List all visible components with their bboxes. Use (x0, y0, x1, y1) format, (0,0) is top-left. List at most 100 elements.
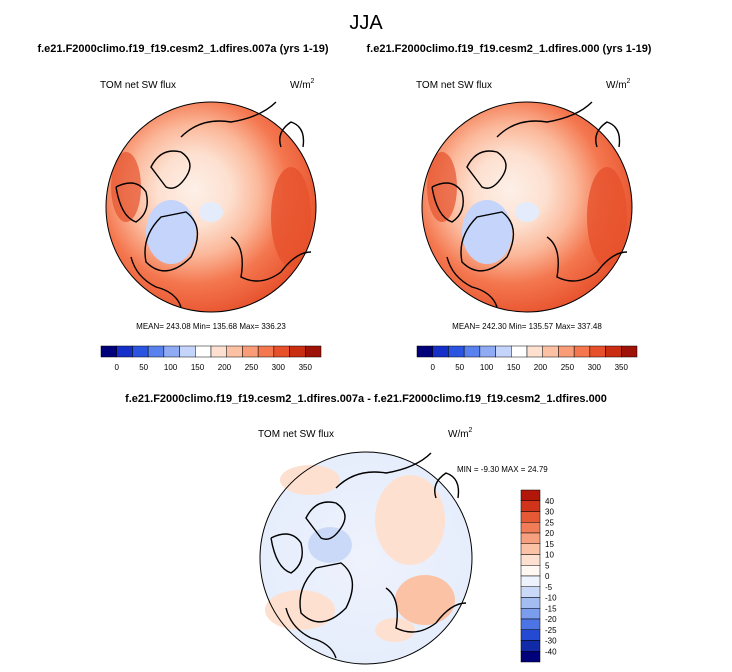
colorbar-box (520, 522, 541, 534)
panel-left-label: TOM net SW flux (416, 80, 492, 91)
colorbar-label: -30 (545, 637, 557, 646)
units: W/m (290, 80, 311, 91)
colorbar-box (520, 618, 541, 630)
colorbar-box (520, 651, 541, 663)
colorbar-box (210, 345, 227, 358)
colorbar-box (100, 345, 117, 358)
difference-units: W/m2 (448, 427, 473, 440)
colorbar-label: 100 (164, 363, 178, 372)
colorbar-box (520, 511, 541, 523)
colorbar-box (573, 345, 591, 358)
colorbar-box (520, 586, 541, 598)
colorbar-box (463, 345, 481, 358)
colorbar-label: 40 (545, 497, 554, 506)
ice-region (146, 200, 196, 264)
colorbar-label: -10 (545, 594, 557, 603)
colorbar-label: 300 (588, 363, 602, 372)
colorbar-box (520, 543, 541, 555)
colorbar-label: 25 (545, 518, 554, 527)
map-border (421, 101, 633, 313)
colorbar-label: 50 (455, 363, 464, 372)
colorbar-label: -20 (545, 615, 557, 624)
panel-subtitle: f.e21.F2000climo.f19_f19.cesm2_1.dfires.… (367, 43, 652, 55)
colorbar-box (273, 345, 290, 358)
colorbar-label: 0 (430, 363, 435, 372)
warm-region (427, 152, 457, 222)
colorbar-label: 200 (534, 363, 548, 372)
colorbar-label: 15 (545, 540, 554, 549)
colorbar-box (520, 629, 541, 641)
panel-units: W/m2 (290, 78, 315, 91)
colorbar-box (257, 345, 275, 358)
colorbar-box (479, 345, 496, 358)
colorbar-label: -5 (545, 583, 553, 592)
figure-title: JJA (349, 12, 383, 34)
panel: f.e21.F2000climo.f19_f19.cesm2_1.dfires.… (37, 43, 328, 372)
colorbar-label: 200 (218, 363, 232, 372)
difference-title: f.e21.F2000climo.f19_f19.cesm2_1.dfires.… (125, 393, 607, 405)
colorbar-label: 5 (545, 561, 550, 570)
colorbar-box (195, 345, 212, 358)
panel: f.e21.F2000climo.f19_f19.cesm2_1.dfires.… (367, 43, 652, 372)
ice-region (199, 202, 223, 222)
colorbar-label: 350 (299, 363, 313, 372)
colorbar-box (242, 345, 259, 358)
panel-left-label: TOM net SW flux (100, 80, 176, 91)
ice-region (515, 202, 539, 222)
units-exponent: 2 (469, 427, 473, 434)
difference-left-label: TOM net SW flux (258, 429, 334, 440)
colorbar-box (448, 345, 465, 358)
colorbar-box (520, 500, 541, 512)
units-exponent: 2 (627, 78, 631, 85)
colorbar-box (305, 345, 322, 358)
colorbar-box (163, 345, 180, 358)
difference-map (259, 451, 473, 665)
polar-map (105, 101, 317, 313)
colorbar-label: 300 (272, 363, 286, 372)
colorbar-box (621, 345, 638, 358)
colorbar-label: 350 (615, 363, 629, 372)
colorbar-box (416, 345, 433, 358)
panel-stats: MEAN= 242.30 Min= 135.57 Max= 337.48 (452, 322, 602, 331)
colorbar-box (520, 575, 541, 587)
colorbar-label: -15 (545, 604, 557, 613)
colorbar-label: 250 (561, 363, 575, 372)
colorbar-box (116, 345, 133, 358)
colorbar-box (132, 345, 149, 358)
colorbar-box (511, 345, 528, 358)
panel-units: W/m2 (606, 78, 631, 91)
colorbar-box (147, 345, 165, 358)
colorbar-box (495, 345, 512, 358)
colorbar-box (605, 345, 622, 358)
colorbar-box (520, 532, 541, 544)
colorbar-box (558, 345, 575, 358)
colorbar-box (520, 554, 541, 566)
polar-map (421, 101, 633, 313)
colorbar-box (542, 345, 559, 358)
colorbar-box (520, 608, 541, 620)
colorbar-box (226, 345, 243, 358)
colorbar-label: 10 (545, 551, 554, 560)
panel-stats: MEAN= 243.08 Min= 135.68 Max= 336.23 (136, 322, 286, 331)
units: W/m (448, 429, 469, 440)
colorbar-box (520, 640, 541, 652)
colorbar-box (289, 345, 306, 358)
units: W/m (606, 80, 627, 91)
colorbar-box (179, 345, 196, 358)
difference-stats: MIN = -9.30 MAX = 24.79 (457, 465, 548, 474)
ice-region (462, 200, 512, 264)
colorbar-box (526, 345, 543, 358)
colorbar-box (589, 345, 606, 358)
colorbar-label: 50 (139, 363, 148, 372)
colorbar-label: 250 (245, 363, 259, 372)
colorbar-label: 150 (507, 363, 521, 372)
warm-region (587, 167, 627, 267)
colorbar-box (520, 565, 541, 577)
warm-region (271, 167, 311, 267)
colorbar-box (432, 345, 449, 358)
colorbar-label: 100 (480, 363, 494, 372)
panel-subtitle: f.e21.F2000climo.f19_f19.cesm2_1.dfires.… (37, 43, 328, 55)
units-exponent: 2 (311, 78, 315, 85)
colorbar-label: 0 (545, 572, 550, 581)
